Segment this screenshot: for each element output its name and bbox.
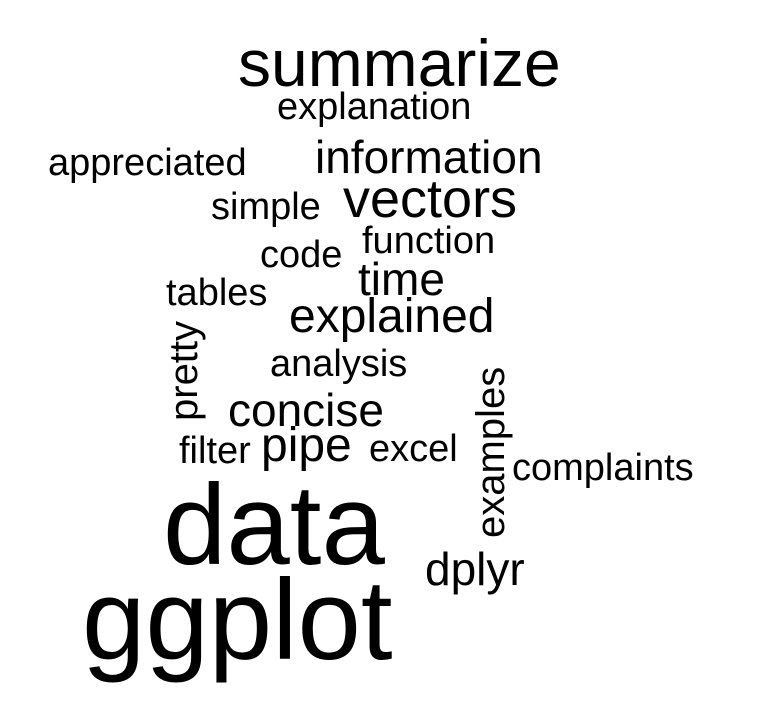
word-ggplot: ggplot (82, 557, 393, 684)
word-information: information (315, 131, 543, 183)
word-vectors: vectors (343, 169, 518, 229)
word-excel: excel (369, 428, 458, 470)
word-code: code (260, 234, 343, 276)
word-summarize: summarize (238, 26, 561, 100)
word-appreciated: appreciated (48, 142, 247, 184)
word-concise: concise (228, 384, 384, 436)
word-function: function (362, 220, 496, 262)
word-filter: filter (179, 430, 251, 472)
word-explanation: explanation (277, 86, 472, 128)
word-tables: tables (166, 272, 268, 314)
word-examples: examples (469, 366, 513, 538)
word-complaints: complaints (512, 447, 694, 489)
word-simple: simple (211, 186, 321, 228)
word-data: data (163, 462, 385, 589)
word-dplyr: dplyr (425, 543, 525, 595)
word-pretty: pretty (162, 320, 206, 421)
word-analysis: analysis (270, 343, 408, 385)
word-explained: explained (289, 290, 495, 343)
word-time: time (358, 253, 445, 305)
word-pipe: pipe (261, 419, 352, 472)
